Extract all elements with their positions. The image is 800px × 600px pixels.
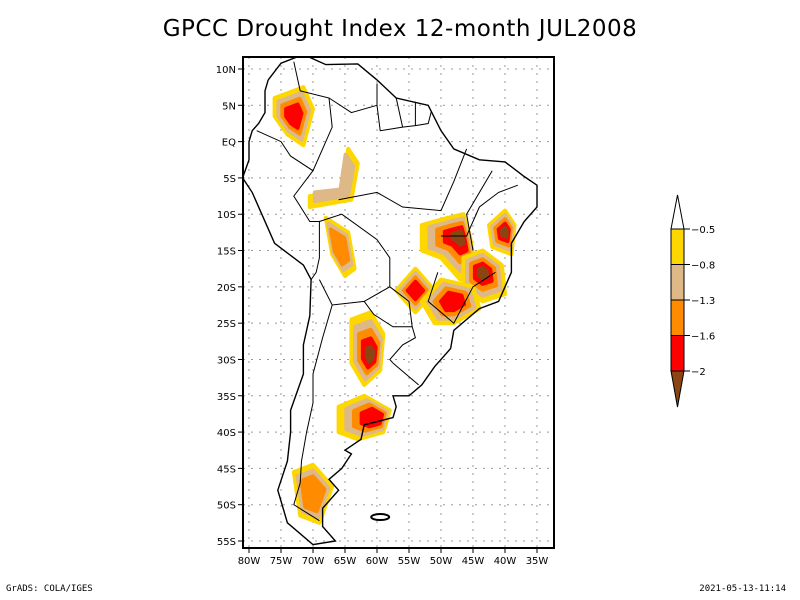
lon-tick-label: 40W (494, 556, 517, 567)
lat-tick-label: 50S (217, 501, 236, 512)
colorbar-label: −0.5 (691, 225, 715, 236)
colorbar-label: −0.8 (691, 261, 715, 272)
lon-tick-label: 65W (334, 556, 357, 567)
lat-tick-label: 25S (217, 319, 236, 330)
falkland-islands (371, 514, 389, 520)
lat-tick-label: 10S (217, 210, 236, 221)
grads-credit: GrADS: COLA/IGES (6, 584, 93, 594)
colorbar-segment (671, 265, 684, 301)
colorbar-label: −2 (691, 367, 706, 378)
lat-tick-label: 45S (217, 464, 236, 475)
drought-area-bahia-coast (502, 228, 507, 237)
lon-tick-label: 75W (270, 556, 293, 567)
drought-area-northeast-argentina (367, 347, 373, 362)
drought-area-parana (441, 293, 464, 310)
country-border (467, 171, 493, 251)
lat-tick-label: 20S (217, 283, 236, 294)
lat-tick-label: 35S (217, 392, 236, 403)
country-border (393, 363, 419, 385)
axis-ticks: 10N 5N EQ 5S 10S 15S 20S 25S 30S 35S 40S 45S 50S 55S8… (216, 65, 549, 567)
colorbar-label: −1.6 (691, 332, 715, 343)
drought-area-minas-gerais (479, 268, 487, 278)
lat-tick-label: 15S (217, 247, 236, 258)
lat-tick-label: 55S (217, 537, 236, 548)
colorbar-segment (671, 229, 684, 265)
lon-tick-label: 35W (526, 556, 549, 567)
country-border (294, 171, 320, 280)
drought-area-buenos-aires (362, 409, 383, 427)
colorbar-lower-triangle (671, 371, 684, 407)
country-border (339, 149, 467, 211)
lon-tick-label: 50W (430, 556, 453, 567)
lon-tick-label: 60W (366, 556, 389, 567)
colorbar-segment (671, 336, 684, 372)
lat-tick-label: 5S (223, 174, 236, 185)
drought-map: 10N 5N EQ 5S 10S 15S 20S 25S 30S 35S 40S 45S 50S 55S8… (0, 0, 800, 600)
colorbar-legend: −0.5 −0.8 −1.3 −1.6 −2 (671, 195, 715, 407)
lat-tick-label: 5N (222, 101, 236, 112)
country-border (377, 105, 431, 130)
lat-tick-label: 40S (217, 428, 236, 439)
lon-tick-label: 55W (398, 556, 421, 567)
lon-tick-label: 70W (302, 556, 325, 567)
colorbar-upper-triangle (671, 195, 684, 229)
colorbar-label: −1.3 (691, 296, 715, 307)
drought-area-western-amazon (315, 155, 353, 202)
lat-tick-label: 30S (217, 355, 236, 366)
lat-tick-label: 10N (216, 65, 236, 76)
country-border (396, 98, 402, 127)
lon-tick-label: 45W (462, 556, 485, 567)
lon-tick-label: 80W (238, 556, 261, 567)
colorbar-segment (671, 300, 684, 336)
lat-tick-label: EQ (222, 138, 236, 149)
timestamp: 2021-05-13-11:14 (699, 584, 786, 594)
country-border (329, 84, 377, 113)
